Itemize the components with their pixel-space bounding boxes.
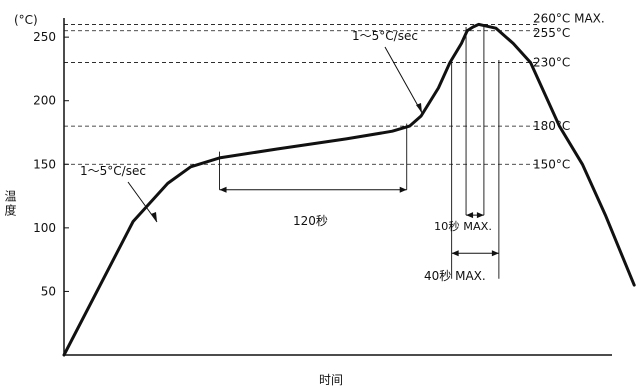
- peak-time-arrow-head-right: [476, 212, 484, 219]
- y-tick-label: 100: [33, 221, 56, 235]
- y-tick-label: 150: [33, 157, 56, 171]
- peak-time-label: 10秒 MAX.: [434, 219, 492, 233]
- ramp-rate-label-preheat: 1～5°C/sec: [80, 164, 146, 178]
- y-tick-label: 50: [41, 284, 56, 298]
- temperature-profile-line: [62, 22, 636, 357]
- y-tick-label: 250: [33, 30, 56, 44]
- preheat-time-arrow-head-left: [219, 186, 227, 193]
- y-tick-label: 200: [33, 94, 56, 108]
- reference-lines: 260°C MAX.255°C 230°C 180°C 150°C: [64, 11, 605, 171]
- reference-line-label: 260°C MAX.: [533, 11, 605, 25]
- reference-line-label: 150°C: [533, 157, 570, 171]
- ramp-rate-label-reflow: 1～5°C/sec: [352, 29, 418, 43]
- ramp-rate-arrowhead-preheat: [151, 212, 157, 222]
- above-230-time-arrow-head-right: [491, 250, 499, 257]
- reference-line-label: 180°C: [533, 119, 570, 133]
- y-axis-title: 温度: [3, 190, 17, 218]
- reference-line-label: 255°C: [533, 26, 570, 40]
- ramp-rate-arrowhead-reflow: [416, 103, 422, 113]
- ramp-rate-pointer-reflow: [384, 46, 423, 114]
- peak-time-arrow-head-left: [466, 212, 474, 219]
- y-axis-unit: (°C): [14, 13, 38, 27]
- reference-line-label: 230°C: [533, 56, 570, 70]
- above-230-time-arrow-head-left: [451, 250, 459, 257]
- y-ticks: 50 100 150 200 250: [33, 30, 69, 298]
- x-axis-title: 时间: [319, 373, 343, 387]
- time-dimension-markers: [219, 26, 500, 279]
- preheat-time-arrow-head-right: [399, 186, 407, 193]
- above-230-time-label: 40秒 MAX.: [424, 269, 486, 283]
- preheat-time-label: 120秒: [293, 214, 328, 228]
